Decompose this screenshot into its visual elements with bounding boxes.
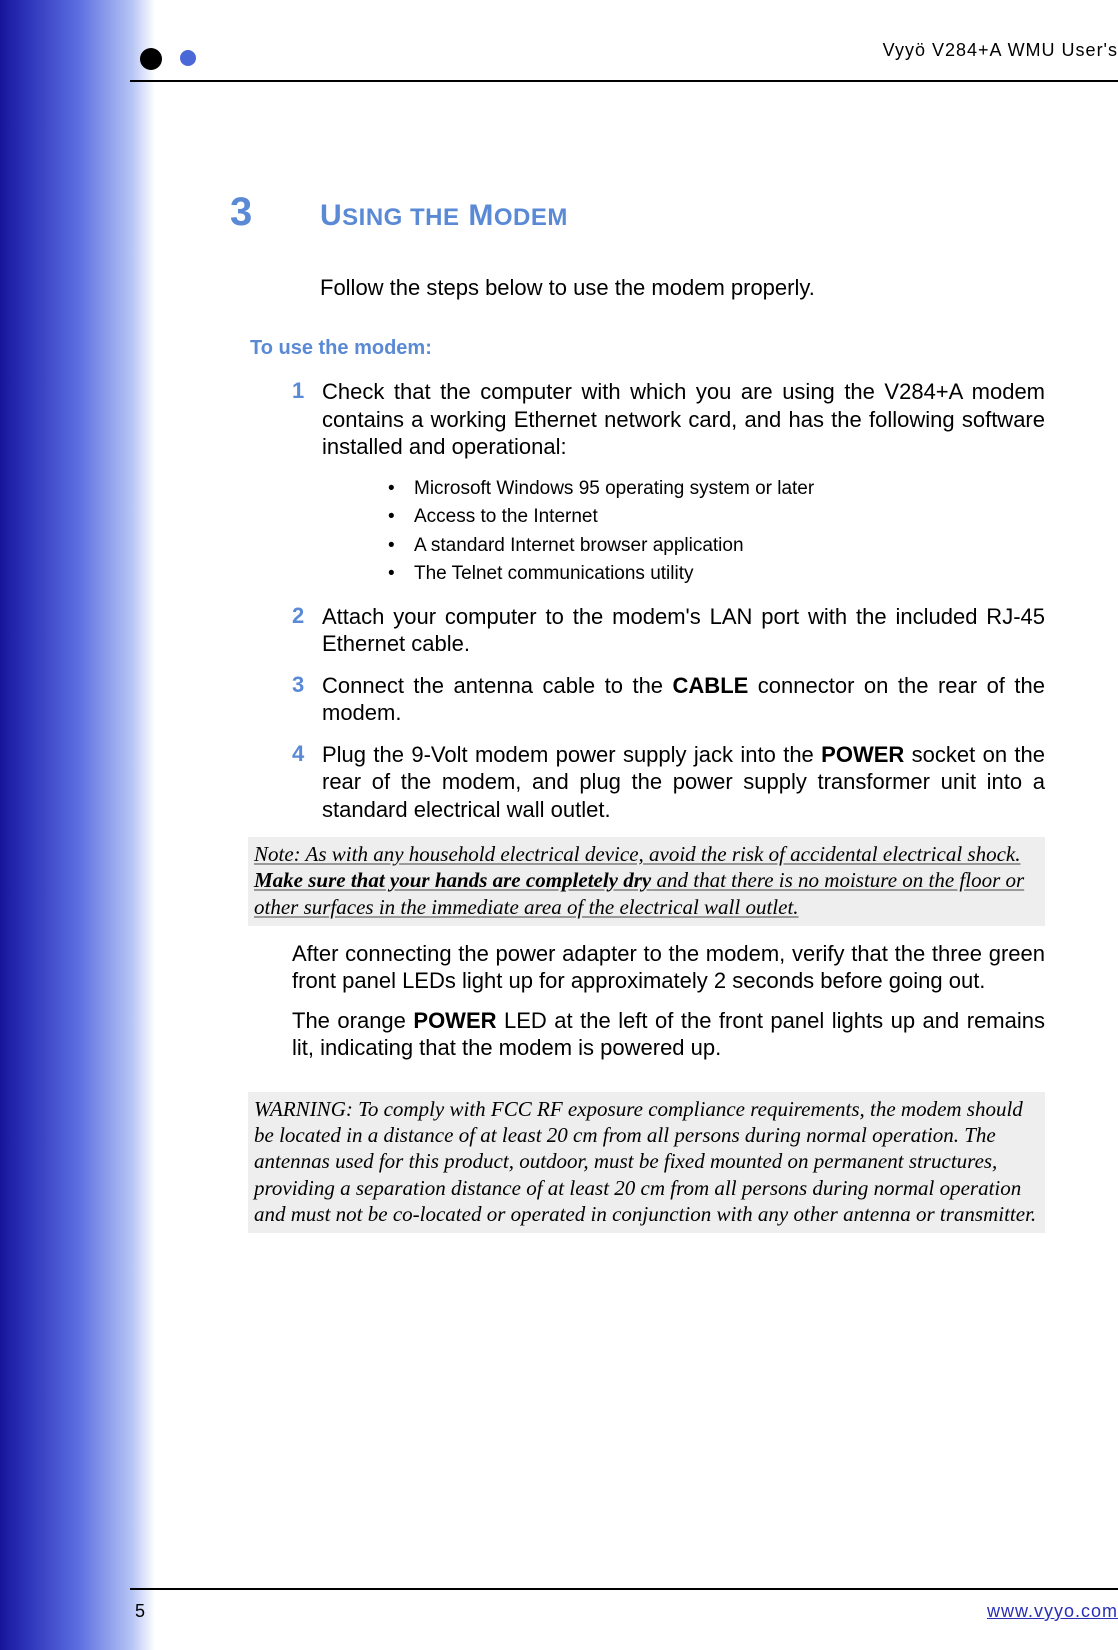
numbered-list: 1 Check that the computer with which you… [292,378,1045,823]
chapter-heading: 3 USING THE MODEM [230,190,1045,235]
text-pre: Connect the antenna cable to the [322,673,673,698]
header-rule [130,80,1118,82]
title-rest2: ODEM [494,204,568,231]
subheading: To use the modem: [250,337,1045,360]
side-gradient [0,0,155,1650]
text-bold: CABLE [673,673,749,698]
text-bold: POWER [821,742,904,767]
title-cap1: U [320,199,342,232]
bullet-item: •The Telnet communications utility [388,560,1045,589]
page-number: 5 [135,1601,145,1622]
bullet-text: Microsoft Windows 95 operating system or… [414,475,814,504]
chapter-number: 3 [230,190,320,235]
warning-box: WARNING: To comply with FCC RF exposure … [248,1092,1045,1233]
text-bold: POWER [413,1008,496,1033]
bullet-text: A standard Internet browser application [414,532,744,561]
lead-paragraph: Follow the steps below to use the modem … [320,275,1045,301]
footer-url[interactable]: www.vyyo.com [987,1601,1118,1622]
title-rest1: SING THE [342,204,459,231]
bullet-list: •Microsoft Windows 95 operating system o… [388,475,1045,589]
bullet-item: •Microsoft Windows 95 operating system o… [388,475,1045,504]
paragraph: After connecting the power adapter to th… [292,940,1045,995]
bullet-item: •A standard Internet browser application [388,532,1045,561]
document-page: Vyyö V284+A WMU User's 3 USING THE MODEM… [0,0,1118,1650]
note-bold: Make sure that your hands are completely… [254,868,651,892]
bullet-text: Access to the Internet [414,503,598,532]
item-number: 1 [292,378,322,461]
bullet-icon: • [388,503,414,532]
bullet-icon-black [140,48,162,70]
list-item: 4 Plug the 9-Volt modem power supply jac… [292,741,1045,824]
bullet-item: •Access to the Internet [388,503,1045,532]
item-number: 4 [292,741,322,824]
bullet-icon: • [388,475,414,504]
list-item: 1 Check that the computer with which you… [292,378,1045,461]
note-box: Note: As with any household electrical d… [248,837,1045,926]
item-text: Connect the antenna cable to the CABLE c… [322,672,1045,727]
item-number: 3 [292,672,322,727]
text-pre: Plug the 9-Volt modem power supply jack … [322,742,821,767]
text-pre: The orange [292,1008,413,1033]
item-text: Plug the 9-Volt modem power supply jack … [322,741,1045,824]
note-pre: Note: As with any household electrical d… [254,842,1020,866]
header-product: Vyyö V284+A WMU User's [883,40,1118,61]
footer-rule [130,1588,1118,1590]
paragraph: The orange POWER LED at the left of the … [292,1007,1045,1062]
chapter-title: USING THE MODEM [320,199,568,233]
item-text: Attach your computer to the modem's LAN … [322,603,1045,658]
bullet-icon: • [388,560,414,589]
item-text: Check that the computer with which you a… [322,378,1045,461]
list-item: 2 Attach your computer to the modem's LA… [292,603,1045,658]
list-item: 3 Connect the antenna cable to the CABLE… [292,672,1045,727]
bullet-icon-blue [180,50,196,66]
bullet-text: The Telnet communications utility [414,560,694,589]
title-cap2: M [468,199,494,232]
bullet-icon: • [388,532,414,561]
item-number: 2 [292,603,322,658]
content-area: 3 USING THE MODEM Follow the steps below… [230,190,1045,1233]
